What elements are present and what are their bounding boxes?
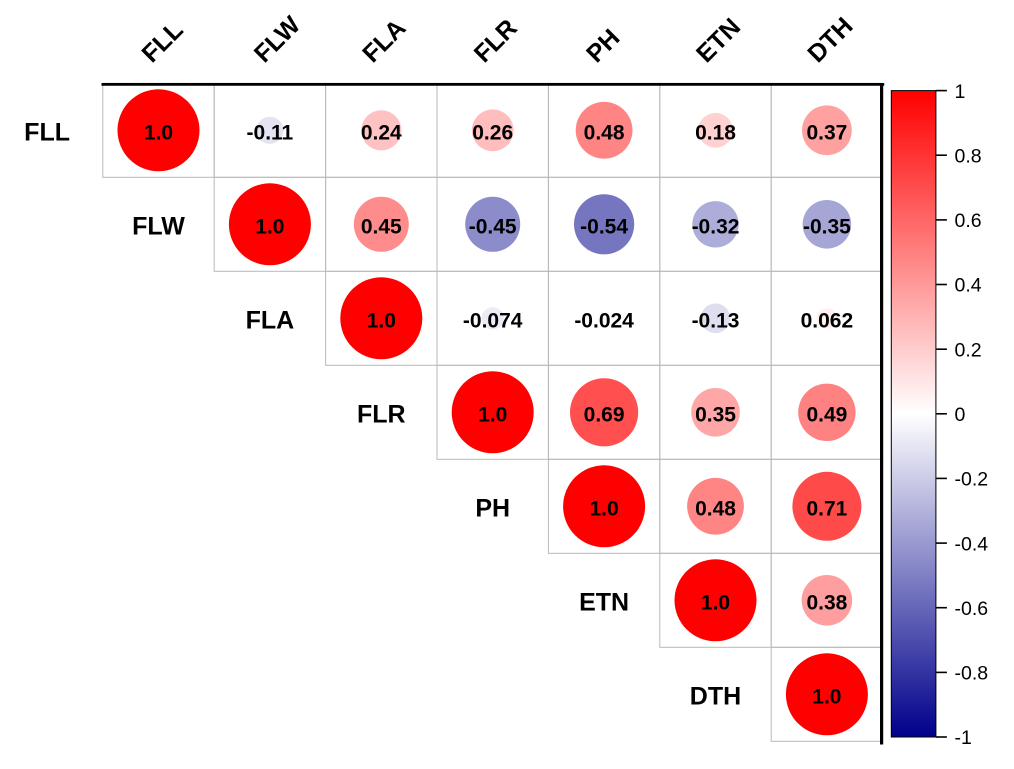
svg-text:-0.6: -0.6 [955, 598, 989, 620]
svg-text:-0.13: -0.13 [692, 310, 740, 333]
svg-text:0.48: 0.48 [695, 498, 736, 521]
svg-text:0.69: 0.69 [584, 404, 625, 427]
svg-text:0: 0 [955, 404, 966, 426]
svg-text:0.48: 0.48 [584, 122, 625, 145]
svg-text:0.71: 0.71 [806, 498, 847, 521]
svg-text:FLL: FLL [24, 119, 70, 147]
svg-text:0.26: 0.26 [472, 122, 513, 145]
svg-text:0.24: 0.24 [361, 122, 402, 145]
svg-text:0.37: 0.37 [806, 122, 847, 145]
svg-text:-0.024: -0.024 [574, 310, 634, 333]
svg-text:1: 1 [955, 81, 966, 103]
svg-text:ETN: ETN [579, 589, 629, 617]
svg-text:0.35: 0.35 [695, 404, 736, 427]
svg-text:1.0: 1.0 [701, 592, 730, 615]
svg-text:0.4: 0.4 [955, 275, 982, 297]
svg-text:0.062: 0.062 [801, 310, 854, 333]
svg-text:-1: -1 [955, 727, 972, 749]
svg-text:-0.4: -0.4 [955, 533, 989, 555]
svg-text:0.49: 0.49 [806, 404, 847, 427]
svg-text:1.0: 1.0 [478, 404, 507, 427]
svg-text:0.38: 0.38 [806, 592, 847, 615]
svg-text:0.45: 0.45 [361, 216, 402, 239]
svg-text:-0.54: -0.54 [580, 216, 628, 239]
svg-text:0.6: 0.6 [955, 210, 982, 232]
svg-text:-0.32: -0.32 [692, 216, 740, 239]
svg-text:0.18: 0.18 [695, 122, 736, 145]
svg-text:FLR: FLR [357, 401, 406, 429]
svg-text:1.0: 1.0 [367, 310, 396, 333]
svg-text:-0.074: -0.074 [463, 310, 523, 333]
svg-text:0.8: 0.8 [955, 145, 982, 167]
svg-text:-0.11: -0.11 [247, 122, 294, 145]
svg-text:-0.45: -0.45 [469, 216, 517, 239]
svg-text:-0.35: -0.35 [803, 216, 851, 239]
svg-text:1.0: 1.0 [812, 686, 841, 709]
svg-text:FLA: FLA [246, 307, 295, 335]
svg-text:-0.2: -0.2 [955, 469, 989, 491]
svg-text:0.2: 0.2 [955, 339, 982, 361]
svg-text:1.0: 1.0 [589, 498, 618, 521]
svg-text:DTH: DTH [690, 683, 741, 711]
svg-text:-0.8: -0.8 [955, 663, 989, 685]
svg-text:1.0: 1.0 [144, 122, 173, 145]
svg-text:PH: PH [475, 495, 510, 523]
svg-text:1.0: 1.0 [255, 216, 284, 239]
svg-text:FLW: FLW [132, 213, 185, 241]
